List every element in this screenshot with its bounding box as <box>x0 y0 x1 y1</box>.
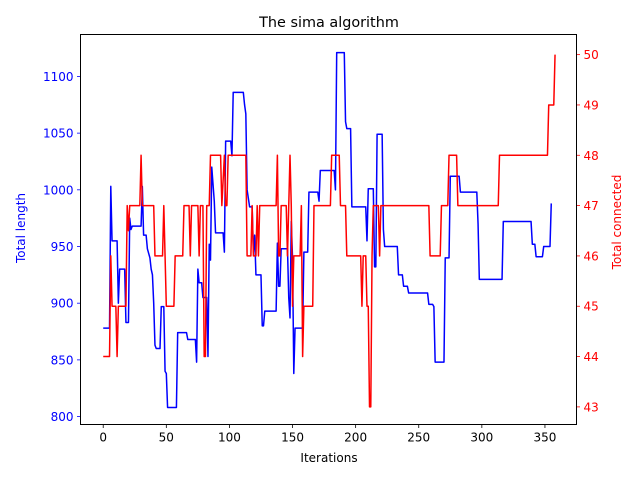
series-line-total-connected <box>103 54 556 408</box>
y-right-tick-label: 45 <box>584 300 599 314</box>
y-left-tick-label: 900 <box>51 297 74 311</box>
x-tick-label: 250 <box>407 431 430 445</box>
y-left-tick-label: 850 <box>51 353 74 367</box>
x-tick-label: 150 <box>281 431 304 445</box>
plot-frame <box>80 34 577 425</box>
x-tick-label: 100 <box>218 431 241 445</box>
x-axis-title: Iterations <box>300 451 357 465</box>
y-right-tick-label: 49 <box>584 98 599 112</box>
y-left-tick-label: 1050 <box>43 127 74 141</box>
y-left-tick-label: 1100 <box>43 70 74 84</box>
y-right-tick-label: 48 <box>584 149 599 163</box>
y-left-tick-label: 800 <box>51 410 74 424</box>
y-axis-left-title: Total length <box>14 193 28 264</box>
x-tick-label: 50 <box>159 431 174 445</box>
x-tick-label: 0 <box>99 431 107 445</box>
y-right-tick-label: 44 <box>584 350 599 364</box>
y-right-tick-label: 47 <box>584 199 599 213</box>
series-layer <box>103 51 556 409</box>
y-left-tick-label: 1000 <box>43 183 74 197</box>
chart-title: The sima algorithm <box>258 15 399 31</box>
x-tick-label: 300 <box>470 431 493 445</box>
ticks-layer: 0 50 100 150 200 250 300 350 800 850 900 950 1000 105… <box>43 48 599 444</box>
series-line-total-length <box>103 51 553 409</box>
x-tick-label: 350 <box>533 431 556 445</box>
y-left-tick-label: 950 <box>51 240 74 254</box>
y-right-tick-label: 43 <box>584 400 599 414</box>
y-right-tick-label: 50 <box>584 48 599 62</box>
y-axis-right-title: Total connected <box>610 175 624 271</box>
x-tick-label: 200 <box>344 431 367 445</box>
y-right-tick-label: 46 <box>584 249 599 263</box>
